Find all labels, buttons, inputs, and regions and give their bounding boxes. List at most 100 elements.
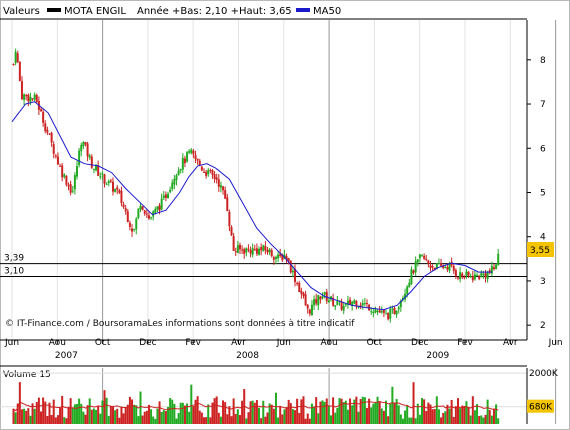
candle-body	[467, 271, 470, 276]
candle-body	[158, 205, 161, 211]
volume-bar	[190, 384, 193, 424]
x-tick-label: Avr	[503, 338, 518, 348]
volume-bar	[171, 399, 174, 424]
candle-body	[459, 272, 462, 279]
volume-bar	[355, 396, 358, 424]
candle-body	[90, 156, 93, 168]
volume-bar	[33, 408, 36, 424]
candle-body	[238, 244, 241, 250]
candle-body	[56, 156, 59, 165]
candle-body	[236, 245, 239, 253]
x-tick-label: Avr	[231, 338, 246, 348]
volume-bar	[425, 411, 428, 424]
candle-body	[88, 155, 91, 158]
volume-bar	[25, 410, 28, 424]
candle-body	[186, 152, 189, 162]
volume-bar	[14, 412, 17, 424]
volume-bar	[88, 398, 91, 424]
volume-bar	[73, 404, 76, 424]
stock-legend-swatch	[47, 8, 61, 12]
volume-bar	[270, 404, 273, 424]
candle-body	[454, 270, 457, 277]
y-tick-label: 8	[540, 56, 546, 66]
price-range: Année +Bas: 2,10 +Haut: 3,65	[137, 5, 292, 17]
volume-bar	[80, 403, 83, 424]
volume-bar	[353, 399, 356, 424]
volume-bar	[315, 397, 318, 424]
volume-bar	[209, 417, 212, 424]
candle-body	[232, 236, 235, 251]
volume-bar	[393, 402, 396, 424]
volume-bar	[368, 398, 371, 424]
candle-body	[442, 265, 445, 268]
candle-body	[387, 312, 390, 320]
volume-bar	[224, 402, 227, 424]
volume-bar	[408, 417, 411, 424]
candle-body	[171, 182, 174, 190]
candle-body	[82, 142, 85, 147]
candle-body	[357, 306, 360, 308]
candle-body	[376, 311, 379, 313]
x-tick-label: Aou	[320, 338, 337, 348]
candle-body	[456, 277, 459, 279]
volume-bar	[109, 406, 112, 424]
volume-bar	[382, 410, 385, 424]
volume-axis: 2000K 680K	[526, 368, 559, 424]
candle-body	[255, 248, 258, 254]
volume-bar	[188, 411, 191, 424]
candle-body	[65, 176, 68, 185]
volume-bar	[302, 396, 305, 424]
volume-bar	[389, 403, 392, 424]
candle-body	[188, 151, 191, 153]
volume-bar	[126, 404, 129, 424]
candle-body	[196, 158, 199, 161]
candle-body	[399, 300, 402, 308]
volume-bar	[50, 415, 53, 424]
candle-body	[349, 299, 352, 305]
volume-bar	[433, 409, 436, 424]
volume-bar	[236, 409, 239, 424]
volume-bar	[310, 403, 313, 424]
volume-bar	[160, 412, 163, 424]
candle-body	[484, 273, 487, 278]
candle-body	[54, 155, 57, 157]
volume-bar	[351, 405, 354, 424]
volume-bar	[63, 417, 66, 424]
volume-bar	[395, 398, 398, 424]
candle-body	[431, 266, 434, 268]
candle-body	[251, 248, 254, 255]
candle-body	[154, 208, 157, 213]
volume-bar	[213, 398, 216, 424]
volume-bar	[31, 403, 34, 424]
candle-body	[198, 160, 201, 166]
volume-bar	[365, 408, 368, 424]
candle-body	[42, 111, 45, 123]
volume-ma-line	[13, 400, 499, 412]
volume-bar	[211, 402, 214, 424]
volume-bar	[277, 417, 280, 424]
candle-body	[135, 218, 138, 230]
volume-bar	[20, 409, 23, 424]
volume-bar	[207, 404, 210, 424]
volume-bar	[414, 418, 417, 424]
volume-bar	[105, 397, 108, 424]
candle-body	[131, 228, 134, 232]
candle-body	[61, 165, 64, 178]
volume-bar	[427, 402, 430, 424]
candle-body	[215, 177, 218, 180]
volume-bar	[346, 409, 349, 424]
candle-body	[217, 179, 220, 187]
volume-bar	[124, 407, 127, 424]
candle-body	[143, 210, 146, 214]
candle-body	[16, 53, 19, 62]
candle-body	[287, 258, 290, 262]
volume-bar	[92, 408, 95, 424]
candle-body	[270, 250, 273, 257]
candle-body	[351, 301, 354, 307]
candle-body	[319, 296, 322, 300]
volume-bar	[12, 408, 15, 424]
candle-body	[75, 166, 78, 177]
volume-bar	[431, 409, 434, 424]
volume-bar	[67, 406, 70, 424]
